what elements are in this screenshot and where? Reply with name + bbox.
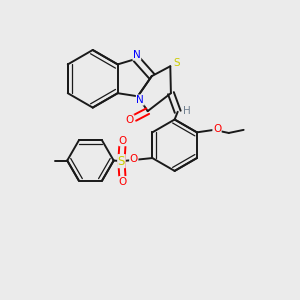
Text: O: O bbox=[119, 136, 127, 146]
Text: O: O bbox=[126, 115, 134, 125]
Text: S: S bbox=[118, 154, 125, 168]
Text: H: H bbox=[182, 106, 190, 116]
Text: S: S bbox=[173, 58, 180, 68]
Text: N: N bbox=[136, 95, 144, 105]
Text: N: N bbox=[133, 50, 141, 60]
Text: O: O bbox=[119, 177, 127, 187]
Text: O: O bbox=[213, 124, 221, 134]
Text: O: O bbox=[130, 154, 138, 164]
